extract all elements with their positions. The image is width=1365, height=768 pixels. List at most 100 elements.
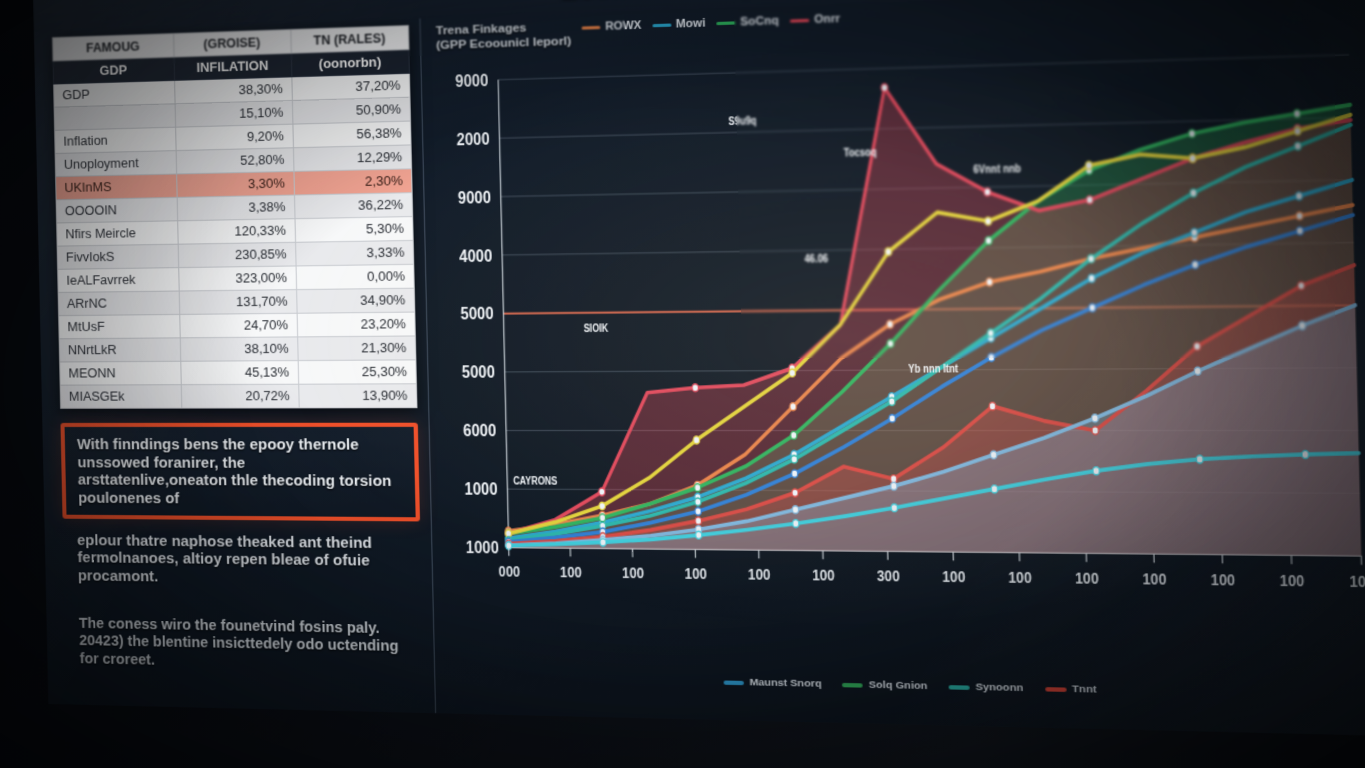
y-axis-tick-label: 1000	[466, 538, 499, 558]
data-point[interactable]	[1294, 110, 1301, 118]
callout-overflow-text: eplour thatre naphose theaked ant theind…	[76, 532, 373, 586]
y-axis-tick-label: 6000	[463, 421, 496, 441]
data-point[interactable]	[599, 488, 605, 496]
chart-annotation: CAYRONS	[513, 475, 557, 487]
gridline	[498, 55, 1349, 80]
data-point[interactable]	[791, 455, 798, 463]
data-point[interactable]	[600, 539, 606, 547]
legend-label: Synoonn	[975, 681, 1024, 695]
data-point[interactable]	[1296, 212, 1303, 220]
y-axis-tick-label: 5000	[460, 305, 493, 325]
data-point[interactable]	[790, 431, 797, 439]
data-point[interactable]	[985, 237, 992, 245]
data-point[interactable]	[881, 84, 888, 92]
data-point[interactable]	[989, 402, 996, 410]
legend-item[interactable]: Synoonn	[948, 681, 1024, 695]
table-cell-value: 36,22%	[294, 192, 413, 219]
data-point[interactable]	[1088, 274, 1095, 282]
table-cell-value: 24,70%	[179, 313, 298, 338]
data-point[interactable]	[1294, 127, 1301, 135]
data-point[interactable]	[693, 436, 700, 444]
data-point[interactable]	[985, 217, 992, 225]
legend-item[interactable]: Maunst Snorq	[723, 676, 822, 690]
data-point[interactable]	[1295, 192, 1302, 200]
table-cell-value: 38,30%	[174, 76, 293, 104]
chart-plot-area[interactable]: 9000 2000 9000 4000 5000 5000 6000 1000 1000 000 1…	[437, 43, 1365, 639]
data-point[interactable]	[599, 514, 605, 522]
data-point[interactable]	[1196, 455, 1203, 463]
table-row[interactable]: MtUsF 24,70% 23,20%	[58, 312, 416, 339]
data-point[interactable]	[1294, 142, 1301, 150]
data-point[interactable]	[1085, 161, 1092, 169]
data-point[interactable]	[890, 482, 897, 490]
data-point[interactable]	[599, 502, 605, 510]
data-point[interactable]	[695, 508, 702, 516]
table-cell-value: 3,30%	[176, 171, 295, 198]
data-point[interactable]	[891, 504, 898, 512]
data-point[interactable]	[889, 415, 896, 423]
legend-item[interactable]: Solq Gnion	[842, 679, 928, 692]
data-point[interactable]	[695, 531, 702, 539]
data-point[interactable]	[695, 498, 702, 506]
data-point[interactable]	[990, 451, 997, 459]
data-point[interactable]	[791, 470, 798, 478]
data-point[interactable]	[1194, 367, 1201, 375]
data-point[interactable]	[1189, 154, 1196, 162]
data-point[interactable]	[790, 403, 797, 411]
data-point[interactable]	[792, 489, 799, 497]
data-point[interactable]	[789, 369, 796, 377]
legend-item[interactable]: Onrr	[790, 12, 840, 28]
table-cell-label: Nfirs Meircle	[56, 220, 178, 247]
data-point[interactable]	[1194, 342, 1201, 350]
data-point[interactable]	[1091, 414, 1098, 422]
data-point[interactable]	[1190, 189, 1197, 197]
data-point[interactable]	[792, 520, 799, 528]
y-axis-tick-label: 9000	[455, 71, 488, 92]
data-point[interactable]	[986, 278, 993, 286]
data-point[interactable]	[887, 340, 894, 348]
legend-item[interactable]: SoCnq	[716, 15, 779, 31]
data-point[interactable]	[1092, 427, 1099, 435]
x-axis-tick-label: 000	[498, 562, 520, 580]
data-point[interactable]	[1093, 467, 1100, 475]
data-point[interactable]	[1088, 255, 1095, 263]
data-point[interactable]	[1302, 451, 1309, 459]
table-subheader-cell[interactable]: INFlLATION	[173, 53, 292, 81]
data-point[interactable]	[1089, 304, 1096, 312]
data-point[interactable]	[1191, 229, 1198, 237]
table-cell-label: NNrtLkR	[59, 337, 181, 362]
line-chart-svg[interactable]: 9000 2000 9000 4000 5000 5000 6000 1000 1000 000 1…	[437, 43, 1365, 639]
chart-top-legend: ROWX Mowi SoCnq Onrr	[581, 10, 841, 35]
data-point[interactable]	[888, 398, 895, 406]
data-point[interactable]	[1296, 227, 1303, 235]
data-point[interactable]	[991, 485, 998, 493]
closing-paragraph: The coness wiro the founetvind fosins pa…	[78, 614, 399, 668]
data-point[interactable]	[1192, 261, 1199, 269]
data-point[interactable]	[1188, 130, 1195, 138]
table-subheader-cell[interactable]: (oonorbn)	[290, 49, 410, 77]
table-cell-value: 13,90%	[298, 383, 417, 408]
data-point[interactable]	[885, 248, 892, 256]
data-point[interactable]	[695, 517, 702, 525]
table-cell-label: MtUsF	[58, 314, 180, 339]
data-point[interactable]	[694, 484, 701, 492]
data-point[interactable]	[984, 188, 991, 196]
table-row[interactable]: MIASGEk 20,72% 13,90%	[60, 383, 417, 409]
chart-annotation: Tocsoq	[844, 146, 878, 159]
table-cell-value: 3,38%	[176, 195, 295, 221]
data-point[interactable]	[887, 320, 894, 328]
data-point[interactable]	[692, 384, 699, 392]
table-cell-value: 45,13%	[180, 360, 299, 385]
table-row[interactable]: NNrtLkR 38,10% 21,30%	[59, 335, 416, 362]
legend-item[interactable]: Tnnt	[1044, 683, 1097, 696]
legend-item[interactable]: ROWX	[581, 19, 642, 35]
data-point[interactable]	[987, 329, 994, 337]
data-point[interactable]	[1299, 322, 1306, 330]
data-point[interactable]	[1086, 196, 1093, 204]
data-point[interactable]	[988, 354, 995, 362]
table-row[interactable]: MEONN 45,13% 25,30%	[59, 359, 417, 386]
data-point[interactable]	[792, 506, 799, 514]
table-row[interactable]: ARrNC 131,70% 34,90%	[58, 288, 415, 316]
legend-item[interactable]: Mowi	[652, 17, 706, 33]
data-point[interactable]	[1298, 282, 1305, 290]
